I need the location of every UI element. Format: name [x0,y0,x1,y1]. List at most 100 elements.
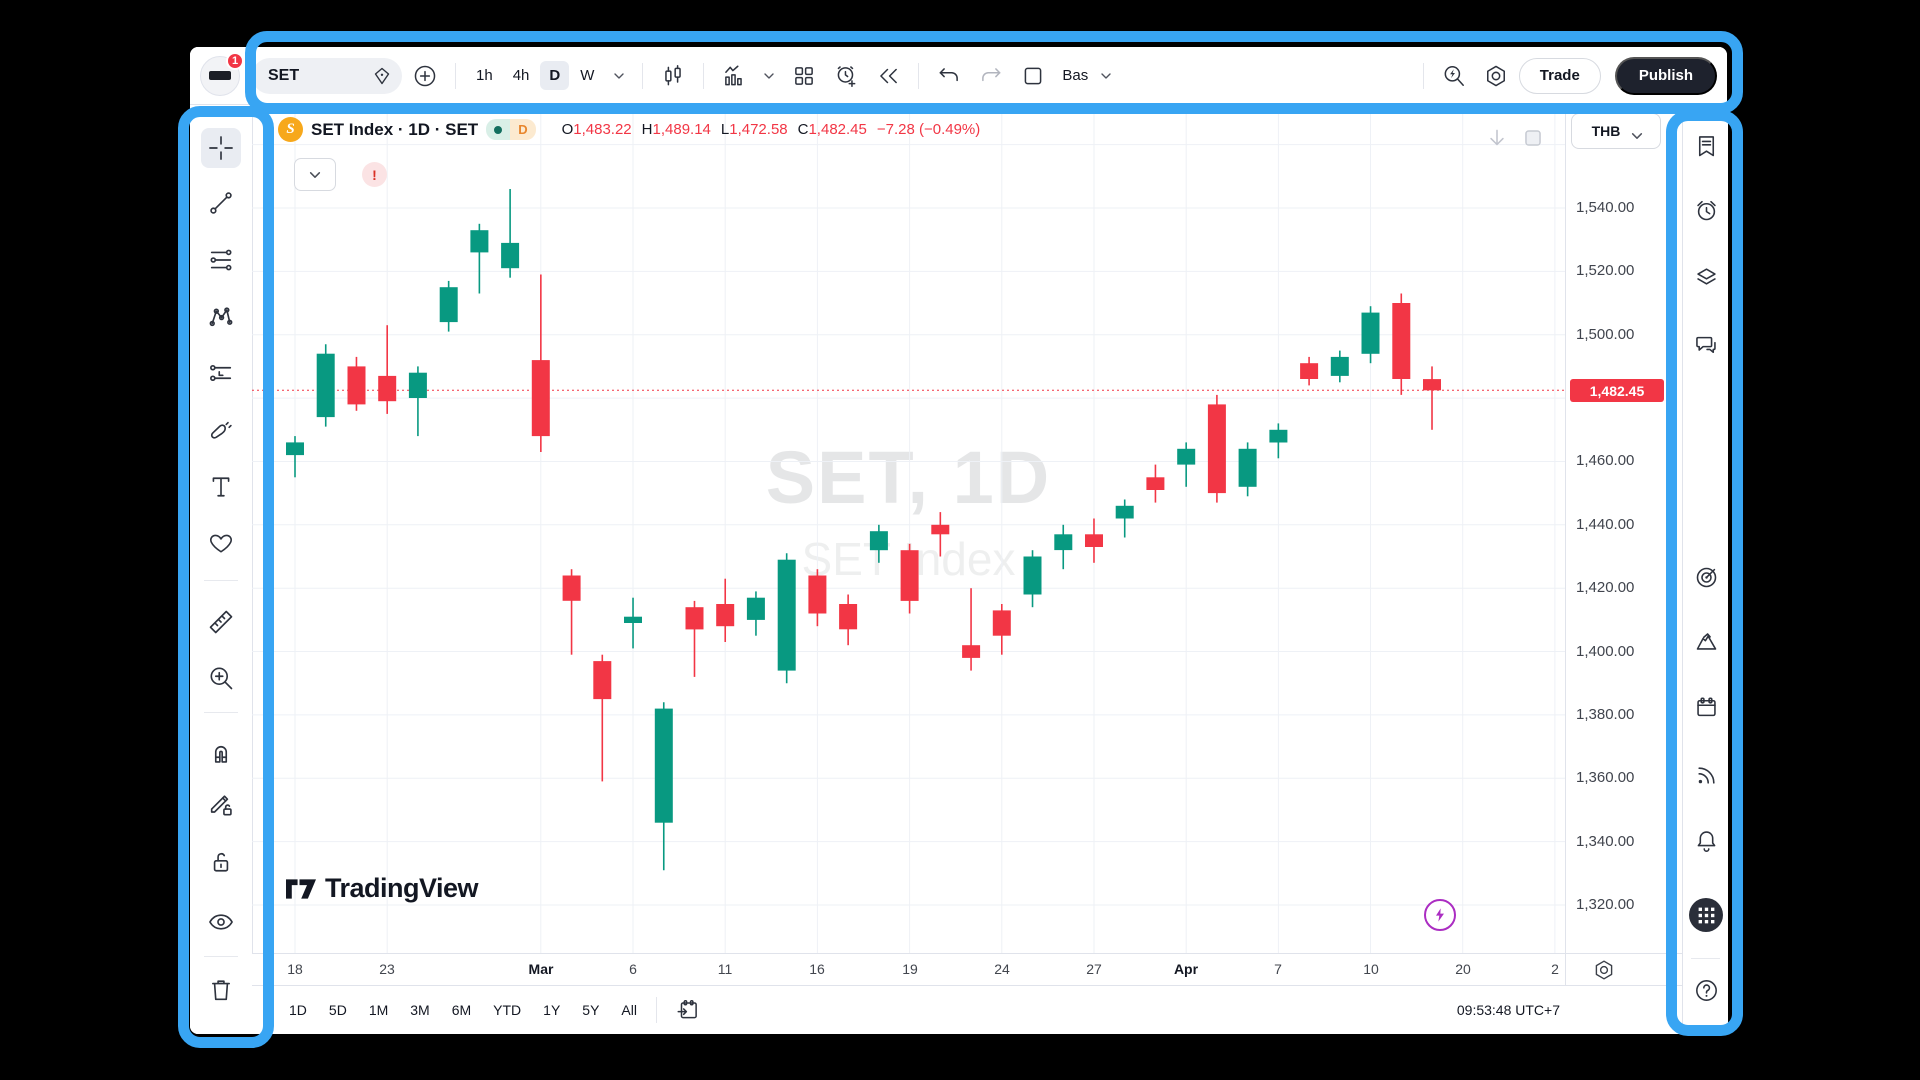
chart-style-candles-button[interactable] [654,57,692,95]
remove-objects-tool-icon[interactable] [201,970,241,1010]
snapshot-square-icon[interactable] [1014,57,1052,95]
emoji-tool-icon[interactable] [201,523,241,563]
range-1D[interactable]: 1D [289,1002,307,1018]
currency-chevron-down-icon [1624,123,1643,139]
undo-button[interactable] [930,57,968,95]
price-chart[interactable] [252,105,1565,953]
tradingview-logo[interactable]: TradingView [286,873,479,904]
chart-pane[interactable]: SET, 1D SET Index S SET Index · 1D · SET… [252,105,1565,953]
apps-grid-icon[interactable] [1689,898,1723,932]
chart-legend[interactable]: S SET Index · 1D · SET D O1,483.22 H1,489… [278,117,980,142]
toolbar-divider [1422,62,1424,89]
ohlc-l: L1,472.58 [720,121,788,138]
rail-divider [204,580,238,581]
publish-button[interactable]: Publish [1614,56,1717,95]
data-problem-icon[interactable]: ! [362,162,387,187]
magnet-tool-icon[interactable] [201,732,241,772]
range-3M[interactable]: 3M [410,1002,430,1018]
axis-settings-corner [1565,953,1682,985]
notifications-icon[interactable] [1690,824,1722,856]
quick-search-icon[interactable] [1435,57,1473,95]
bottom-toolbar: 1D 5D 1M 3M 6M YTD 1Y 5Y All 09:53:48 UTC+7 [252,985,1682,1034]
time-tick-label: 7 [1274,961,1282,977]
interval-D[interactable]: D [540,61,570,90]
ohlc-o: O1,483.22 [561,121,632,138]
legend-title[interactable]: SET Index · 1D · SET [311,119,479,139]
layout-name[interactable]: Bas [1062,67,1089,84]
zoom-in-tool-icon[interactable] [201,658,241,698]
maximize-pane-icon[interactable] [1514,119,1552,157]
brush-tool-icon[interactable] [201,410,241,450]
symbol-search-input[interactable]: SET [252,57,402,95]
time-axis[interactable]: 18 23 Mar 6 11 16 19 24 27 Apr 7 10 20 2 [252,953,1565,986]
drawing-lock-tool-icon[interactable] [201,785,241,825]
range-5D[interactable]: 5D [328,1002,347,1018]
range-5Y[interactable]: 5Y [582,1002,600,1018]
ideas-icon[interactable] [1690,624,1722,656]
go-to-date-icon[interactable] [669,991,707,1029]
currency-selector[interactable]: THB [1571,113,1661,149]
price-tick-label: 1,400.00 [1576,643,1635,660]
range-1M[interactable]: 1M [368,1002,389,1018]
range-6M[interactable]: 6M [451,1002,472,1018]
user-menu-button[interactable]: 1 [200,51,244,96]
news-icon[interactable] [1690,759,1722,791]
interval-W[interactable]: W [580,67,595,84]
rail-divider [204,712,238,713]
interval-1h[interactable]: 1h [476,67,493,84]
rail-divider [1691,958,1720,959]
compare-add-button[interactable] [406,57,444,95]
help-icon[interactable] [1690,974,1722,1006]
bar-replay-button[interactable] [869,57,907,95]
range-YTD[interactable]: YTD [493,1002,522,1018]
interval-marker: D [510,119,536,140]
range-All[interactable]: All [621,1002,637,1018]
price-tick-label: 1,460.00 [1576,452,1635,469]
object-tree-icon[interactable] [1690,260,1722,292]
crosshair-tool-icon[interactable] [201,128,241,168]
symbol-text: SET [268,66,300,84]
fib-retracement-tool-icon[interactable] [201,240,241,280]
time-tick-label: 18 [287,961,303,977]
ruler-tool-icon[interactable] [201,602,241,642]
clock-timezone[interactable]: 09:53:48 UTC+7 [1456,1002,1560,1018]
lock-all-tool-icon[interactable] [201,842,241,882]
time-tick-label: 23 [379,961,395,977]
legend-expand-chevron-button[interactable] [294,158,336,191]
calendar-icon[interactable] [1690,691,1722,723]
price-axis[interactable]: THB 1,540.00 1,520.00 1,500.00 1,460.00 1,44… [1565,105,1683,953]
bottom-divider [655,997,657,1023]
set-symbol-logo-icon: S [278,117,303,142]
redo-button[interactable] [972,57,1010,95]
price-tick-label: 1,340.00 [1576,833,1635,850]
interval-4h[interactable]: 4h [512,67,530,84]
trend-line-tool-icon[interactable] [201,183,241,223]
toolbar-divider [642,62,644,89]
range-1Y[interactable]: 1Y [543,1002,561,1018]
layout-chevron-down-icon[interactable] [1094,66,1118,86]
price-tick-label: 1,540.00 [1576,199,1635,216]
diamond-icon[interactable] [370,57,394,95]
trade-button[interactable]: Trade [1518,57,1601,94]
top-toolbar: 1 SET 1h 4h D W Bas Trade Publish [190,47,1727,105]
settings-gear-icon[interactable] [1477,57,1515,95]
long-position-tool-icon[interactable] [201,353,241,393]
layout-grid-button[interactable] [785,57,823,95]
price-change: −7.28 (−0.49%) [876,121,981,138]
interval-chevron-down-icon[interactable] [607,66,631,86]
indicators-button[interactable] [715,57,753,95]
currency-label: THB [1591,123,1621,139]
indicators-chevron-down-icon[interactable] [757,66,781,86]
axis-settings-gear-icon[interactable] [1592,951,1616,989]
create-alert-button[interactable] [827,57,865,95]
alerts-icon[interactable] [1690,194,1722,226]
chats-icon[interactable] [1690,329,1722,361]
watchlist-icon[interactable] [1690,130,1722,162]
scroll-to-recent-arrow-icon[interactable] [1478,119,1516,157]
text-tool-icon[interactable] [201,467,241,507]
scorecards-icon[interactable] [1690,561,1722,593]
lightning-mode-icon[interactable] [1424,899,1456,931]
ohlc-h: H1,489.14 [641,121,711,138]
xabcd-pattern-tool-icon[interactable] [201,297,241,337]
hide-all-tool-icon[interactable] [201,902,241,942]
